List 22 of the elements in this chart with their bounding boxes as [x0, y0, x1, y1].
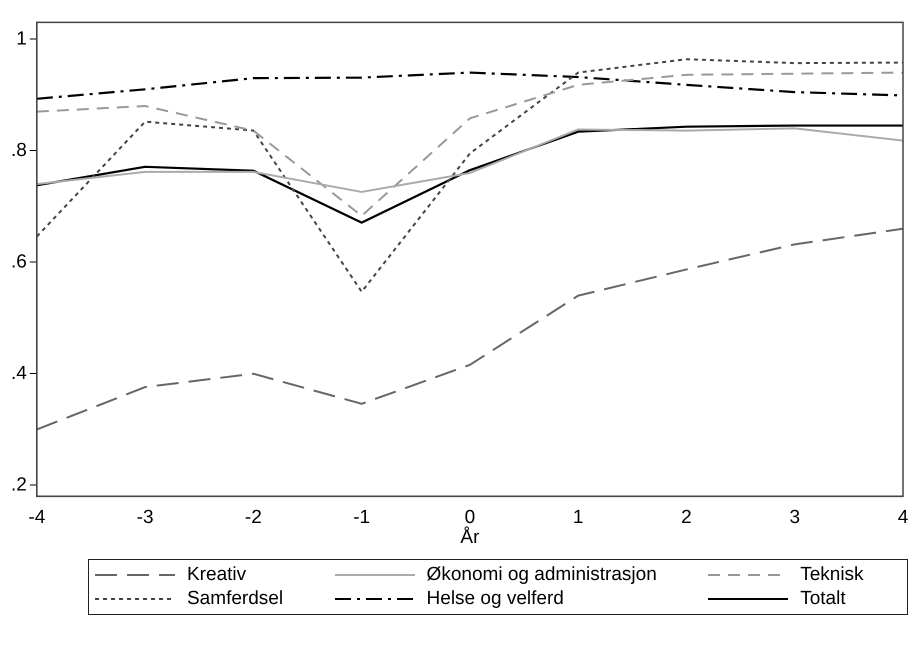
x-tick-label: -4 — [28, 507, 46, 528]
x-tick-label: 4 — [898, 507, 909, 528]
x-tick-label: 1 — [572, 507, 584, 528]
line-series — [36, 228, 903, 430]
x-tick-label: -3 — [136, 507, 154, 528]
legend-label: Kreativ — [187, 564, 246, 586]
legend-label: Økonomi og administrasjon — [426, 564, 657, 586]
line-series — [36, 72, 903, 217]
y-tick-label: .6 — [10, 251, 27, 272]
y-tick-label: .8 — [10, 140, 27, 161]
x-tick-label: 2 — [681, 507, 692, 528]
legend-label: Samferdsel — [187, 588, 284, 610]
y-tick-label: .4 — [10, 362, 28, 384]
legend-label: Helse og velferd — [426, 588, 564, 610]
x-tick-label: -1 — [353, 507, 370, 528]
x-tick-label: -2 — [244, 507, 262, 528]
legend-label: Teknisk — [800, 564, 864, 586]
x-axis-title: År — [460, 526, 480, 548]
y-tick-label: .2 — [10, 474, 27, 496]
x-tick-label: 3 — [789, 507, 800, 528]
y-tick-label: 1 — [16, 28, 27, 50]
legend-label: Totalt — [800, 588, 846, 610]
